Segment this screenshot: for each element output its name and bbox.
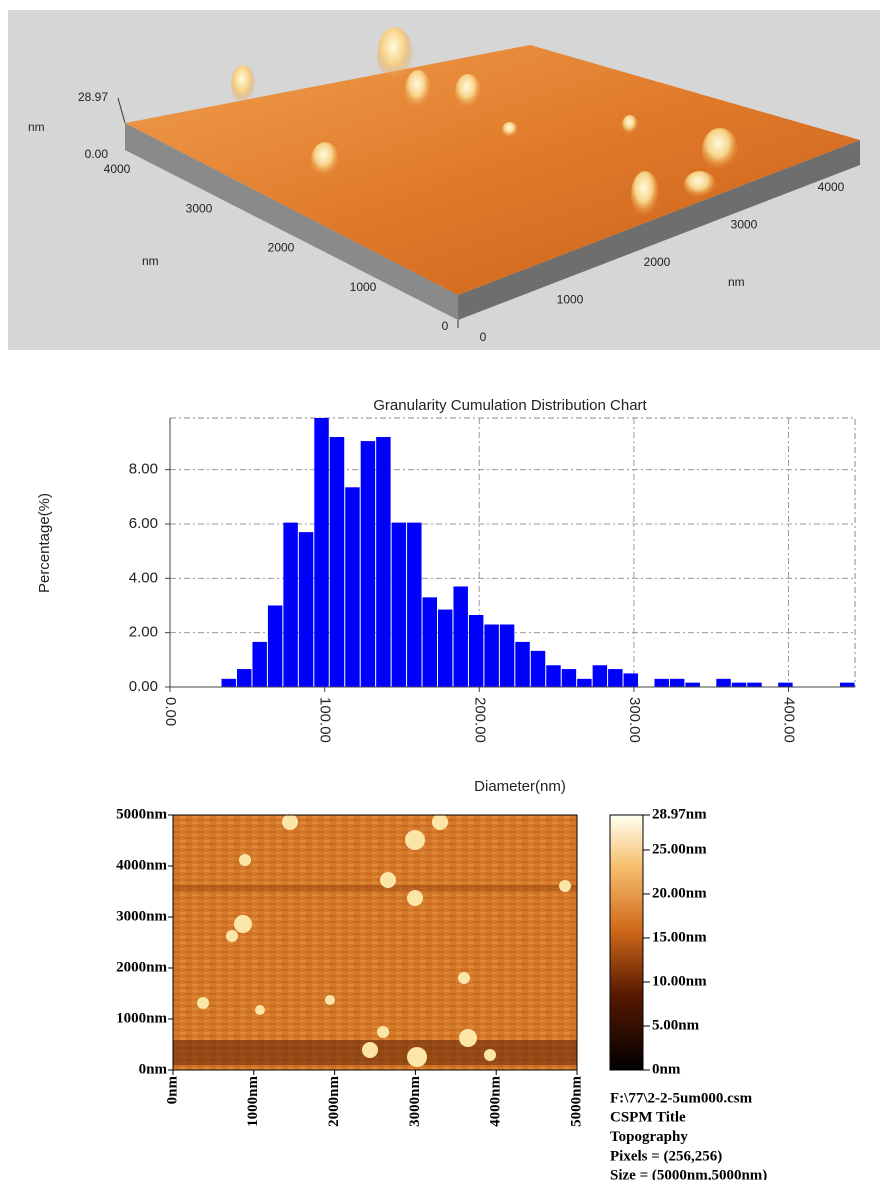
z-tick-label: 0.00 <box>85 147 109 161</box>
x-tick-label: 2000nm <box>326 1076 342 1127</box>
bar <box>499 624 515 687</box>
info-line: Size = (5000nm,5000nm) <box>610 1168 767 1180</box>
bar <box>283 522 298 687</box>
bar <box>623 673 639 687</box>
bar <box>391 522 407 687</box>
x-tick-label: 5000nm <box>568 1076 584 1127</box>
z-tick-label: 28.97 <box>78 90 108 104</box>
y-tick-label: 8.00 <box>129 461 158 478</box>
surface-top <box>125 45 860 295</box>
colorbar-label: 28.97nm <box>652 806 707 822</box>
image-frame <box>172 814 578 1071</box>
y-tick-label: 6.00 <box>129 515 158 532</box>
bar <box>530 650 546 687</box>
x-tick-label: 1000nm <box>245 1076 261 1127</box>
surface-side <box>125 123 458 320</box>
y-tick-label: 2.00 <box>129 624 158 641</box>
y-tick-label: 1000nm <box>116 1010 167 1026</box>
bar <box>298 532 314 687</box>
bar <box>484 624 499 687</box>
x-tick-label: 400.00 <box>781 697 798 743</box>
info-line: F:\77\2-2-5um000.csm <box>610 1090 753 1106</box>
x-tick-label: 2000 <box>644 255 671 269</box>
x-tick-label: 3000 <box>731 218 758 232</box>
x-tick-label: 1000 <box>557 293 584 307</box>
bar <box>716 678 731 687</box>
bar <box>592 665 608 687</box>
y-axis-label: nm <box>142 254 159 268</box>
bar <box>267 605 283 687</box>
x-tick-label: 3000nm <box>407 1076 423 1127</box>
colorbar <box>609 814 644 1071</box>
bar <box>438 609 453 687</box>
bar <box>329 437 345 687</box>
bar <box>376 437 391 687</box>
x-tick-label: 100.00 <box>317 697 334 743</box>
y-tick-label: 4000nm <box>116 857 167 873</box>
bar <box>654 678 669 687</box>
y-tick-label: 5000nm <box>116 806 167 822</box>
bar <box>685 682 700 687</box>
bar <box>221 678 236 687</box>
bar <box>252 641 267 687</box>
bar <box>515 641 530 687</box>
y-tick-label: 1000 <box>350 280 377 294</box>
colorbar-label: 10.00nm <box>652 973 707 989</box>
bar <box>314 418 329 687</box>
y-tick-label: 3000 <box>186 201 213 215</box>
colorbar-label: 5.00nm <box>652 1017 700 1033</box>
y-tick-label: 2000nm <box>116 959 167 975</box>
z-axis <box>117 97 126 124</box>
bar <box>778 682 793 687</box>
y-tick-label: 4000 <box>104 162 131 176</box>
info-line: Topography <box>610 1129 688 1145</box>
x-tick-label: 200.00 <box>471 697 488 743</box>
bar <box>546 665 561 687</box>
bar <box>236 669 252 687</box>
bar <box>360 441 376 687</box>
y-axis-label: Percentage(%) <box>36 493 53 593</box>
y-tick-label: 0 <box>442 319 449 333</box>
colorbar-label: 0nm <box>652 1061 681 1077</box>
bar <box>731 682 747 687</box>
colorbar-label: 25.00nm <box>652 841 707 857</box>
bar <box>422 597 438 687</box>
afm-image <box>173 815 577 1070</box>
bar <box>407 522 422 687</box>
info-line: Pixels = (256,256) <box>610 1148 722 1164</box>
bar <box>577 678 592 687</box>
y-tick-label: 2000 <box>268 241 295 255</box>
z-axis-label: nm <box>28 120 45 134</box>
bar <box>561 669 577 687</box>
x-tick-label: 0.00 <box>162 697 179 726</box>
afm-features <box>173 814 577 1067</box>
x-tick-label: 4000 <box>818 180 845 194</box>
y-tick-label: 0.00 <box>129 678 158 695</box>
x-tick-label: 0 <box>480 330 487 344</box>
surface-peaks <box>231 27 738 219</box>
colorbar-label: 15.00nm <box>652 929 707 945</box>
x-axis-label: nm <box>728 275 745 289</box>
bar <box>840 682 855 687</box>
x-tick-label: 0nm <box>164 1076 180 1105</box>
chart-title: Granularity Cumulation Distribution Char… <box>373 397 647 414</box>
y-tick-label: 4.00 <box>129 569 158 586</box>
bar <box>453 586 468 687</box>
bar <box>669 678 685 687</box>
bar <box>608 669 623 687</box>
x-tick-label: 4000nm <box>488 1076 504 1127</box>
colorbar-label: 20.00nm <box>652 885 707 901</box>
surface-side <box>458 140 860 320</box>
x-tick-label: 300.00 <box>626 697 643 743</box>
bar <box>747 682 762 687</box>
x-axis-label: Diameter(nm) <box>474 778 566 795</box>
y-tick-label: 0nm <box>139 1061 168 1077</box>
y-tick-label: 3000nm <box>116 908 167 924</box>
info-line: CSPM Title <box>610 1110 686 1126</box>
bar <box>468 614 484 687</box>
bar <box>345 487 360 687</box>
